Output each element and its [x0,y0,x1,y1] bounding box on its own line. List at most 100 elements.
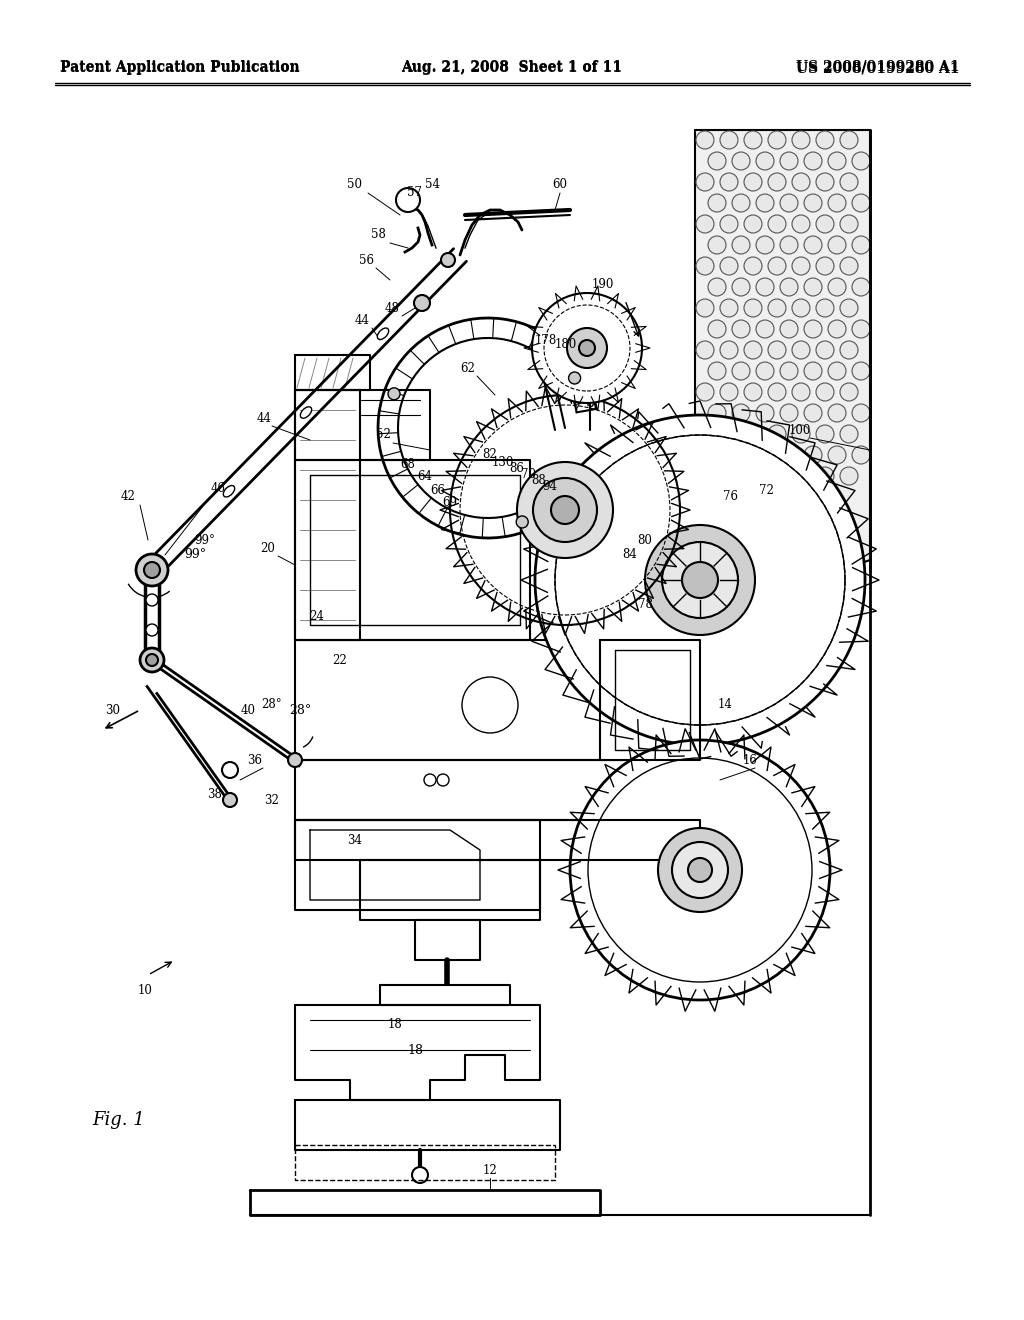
Circle shape [744,467,762,484]
Circle shape [852,279,870,296]
Circle shape [720,425,738,444]
Text: 18: 18 [407,1044,423,1056]
Polygon shape [295,389,360,640]
Circle shape [816,300,834,317]
Circle shape [570,741,830,1001]
Circle shape [852,319,870,338]
Circle shape [768,341,786,359]
Text: 84: 84 [623,549,637,561]
Circle shape [532,293,642,403]
Text: 36: 36 [248,754,262,767]
Polygon shape [295,459,530,640]
Text: 12: 12 [482,1163,498,1176]
Circle shape [441,253,455,267]
Circle shape [708,404,726,422]
Text: 178: 178 [535,334,557,346]
Circle shape [756,446,774,465]
Circle shape [696,257,714,275]
Circle shape [579,341,595,356]
Circle shape [816,341,834,359]
Circle shape [696,131,714,149]
Circle shape [792,341,810,359]
Circle shape [756,404,774,422]
Circle shape [696,341,714,359]
Circle shape [768,173,786,191]
Circle shape [645,525,755,635]
Circle shape [144,562,160,578]
Text: Aug. 21, 2008  Sheet 1 of 11: Aug. 21, 2008 Sheet 1 of 11 [401,61,623,75]
Circle shape [696,173,714,191]
Circle shape [768,383,786,401]
Circle shape [551,496,579,524]
Circle shape [437,774,449,785]
Text: 44: 44 [354,314,370,326]
Text: 34: 34 [347,833,362,846]
Circle shape [840,215,858,234]
Circle shape [756,194,774,213]
Circle shape [852,404,870,422]
Text: 180: 180 [555,338,578,351]
Circle shape [792,383,810,401]
Text: 130: 130 [492,457,514,470]
Circle shape [852,194,870,213]
Circle shape [708,279,726,296]
Circle shape [732,236,750,253]
Text: 46: 46 [211,482,225,495]
Text: 16: 16 [742,754,758,767]
Text: 14: 14 [718,698,732,711]
Text: 58: 58 [371,228,385,242]
Circle shape [840,300,858,317]
Circle shape [732,362,750,380]
Circle shape [816,425,834,444]
Polygon shape [295,760,700,820]
Text: 20: 20 [260,541,275,554]
Polygon shape [360,861,540,920]
Circle shape [146,653,158,667]
Circle shape [696,425,714,444]
Circle shape [662,543,738,618]
Text: 82: 82 [482,449,498,462]
Circle shape [732,531,750,548]
Text: 64: 64 [418,470,432,483]
Circle shape [544,305,630,391]
Circle shape [780,319,798,338]
Circle shape [840,341,858,359]
Text: Aug. 21, 2008  Sheet 1 of 11: Aug. 21, 2008 Sheet 1 of 11 [401,59,623,74]
Bar [295,1144,555,1180]
Circle shape [816,131,834,149]
Polygon shape [310,830,480,900]
Circle shape [424,774,436,785]
Circle shape [816,215,834,234]
Circle shape [708,488,726,506]
Circle shape [708,152,726,170]
Circle shape [744,131,762,149]
Circle shape [816,173,834,191]
Circle shape [517,462,613,558]
Text: 88: 88 [531,474,547,487]
Text: 18: 18 [388,1019,402,1031]
Text: 190: 190 [592,279,614,292]
Text: 78: 78 [638,598,652,611]
Circle shape [816,383,834,401]
Circle shape [720,341,738,359]
Text: 28°: 28° [262,698,283,711]
Text: 76: 76 [723,491,737,503]
Circle shape [828,152,846,170]
Circle shape [708,236,726,253]
Circle shape [720,300,738,317]
Circle shape [756,279,774,296]
Circle shape [146,594,158,606]
Text: 80: 80 [638,533,652,546]
Circle shape [744,341,762,359]
Circle shape [852,446,870,465]
Circle shape [720,215,738,234]
Text: 38: 38 [208,788,222,801]
Circle shape [535,414,865,744]
Circle shape [658,828,742,912]
Circle shape [516,516,528,528]
Circle shape [672,842,728,898]
Circle shape [756,319,774,338]
Circle shape [744,257,762,275]
Text: 56: 56 [358,253,374,267]
Circle shape [768,300,786,317]
